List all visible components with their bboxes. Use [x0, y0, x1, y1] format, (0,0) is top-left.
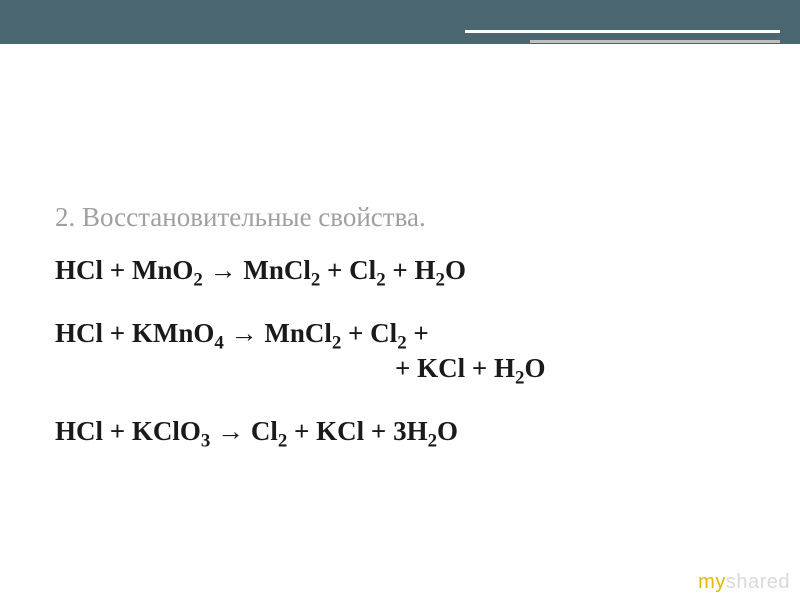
- equation-line: HCl + KMnO4 → MnCl2 + Cl2 +: [55, 316, 760, 351]
- content-area: 2. Восстановительные свойства. HCl + MnO…: [55, 200, 760, 449]
- section-heading: 2. Восстановительные свойства.: [55, 200, 760, 235]
- header-rule-1: [465, 30, 780, 33]
- slide: 2. Восстановительные свойства. HCl + MnO…: [0, 0, 800, 600]
- equation-line-continuation: + KCl + H2O: [55, 351, 760, 386]
- watermark-rest: shared: [726, 571, 790, 593]
- header-band: [0, 0, 800, 44]
- equation-line: HCl + KClO3 → Cl2 + KCl + 3H2O: [55, 414, 760, 449]
- equation-2: HCl + KMnO4 → MnCl2 + Cl2 + + KCl + H2O: [55, 316, 760, 386]
- header-rule-2: [530, 40, 780, 43]
- watermark-accent: my: [698, 571, 726, 593]
- equation-3: HCl + KClO3 → Cl2 + KCl + 3H2O: [55, 414, 760, 449]
- equation-line: HCl + MnO2 → MnCl2 + Cl2 + H2O: [55, 253, 760, 288]
- equation-1: HCl + MnO2 → MnCl2 + Cl2 + H2O: [55, 253, 760, 288]
- watermark: myshared: [698, 571, 790, 594]
